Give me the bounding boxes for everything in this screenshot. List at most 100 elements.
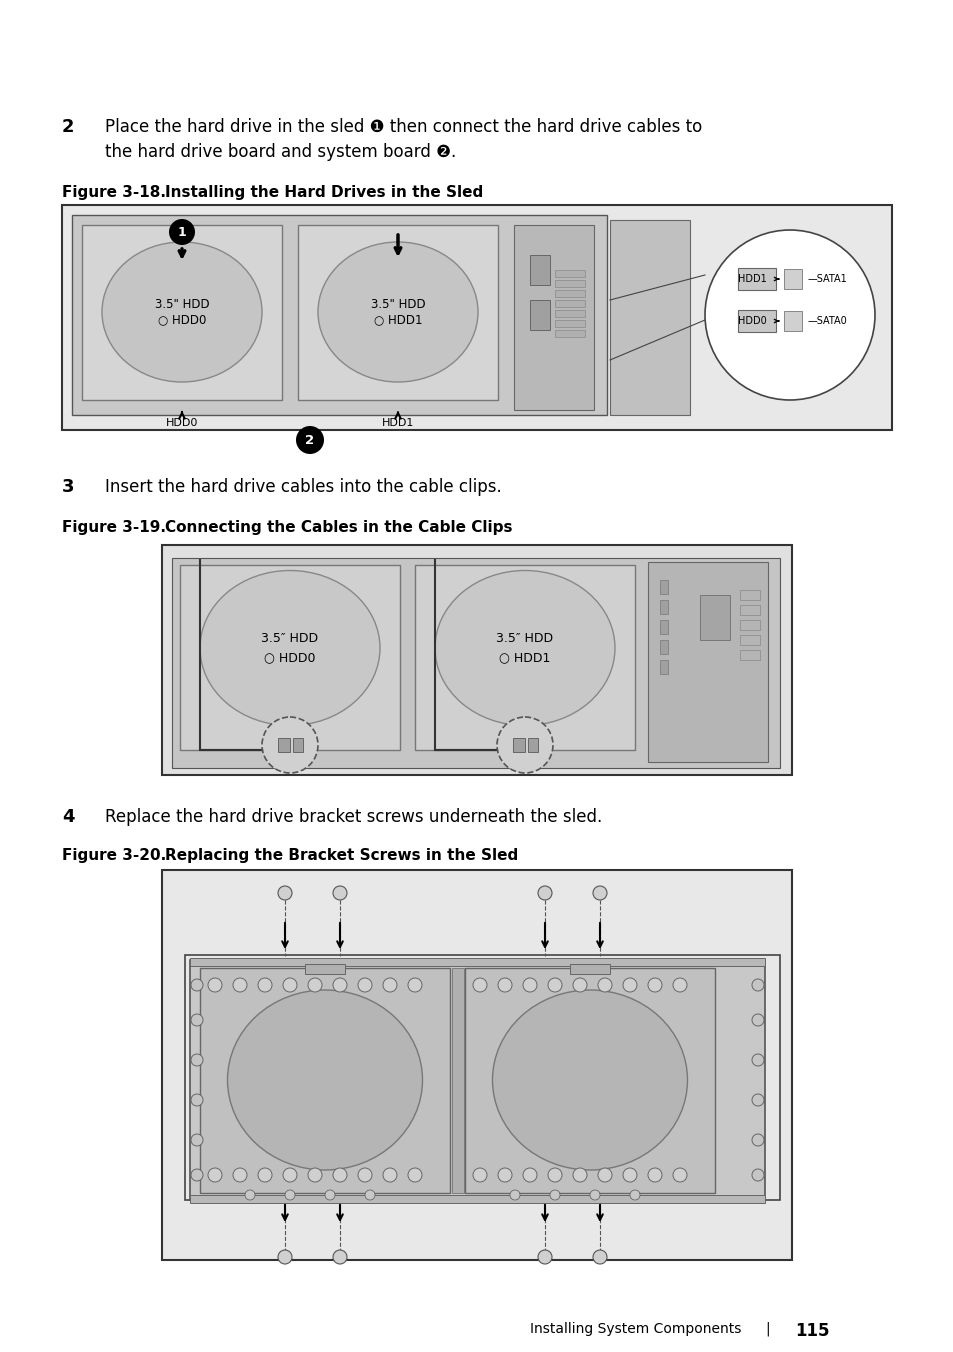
Bar — [200, 968, 450, 1192]
Circle shape — [191, 1055, 203, 1065]
Bar — [277, 738, 290, 752]
Circle shape — [277, 886, 292, 900]
Bar — [513, 738, 524, 752]
Text: |: | — [765, 1322, 769, 1337]
Text: 4: 4 — [62, 808, 74, 826]
Circle shape — [537, 1251, 552, 1264]
Circle shape — [333, 1251, 347, 1264]
Text: Figure 3-19.: Figure 3-19. — [62, 521, 166, 535]
Bar — [659, 600, 667, 614]
Circle shape — [208, 1168, 222, 1182]
Bar — [783, 311, 801, 331]
Bar — [555, 310, 584, 316]
Circle shape — [365, 1190, 375, 1201]
Bar — [527, 738, 537, 752]
Text: Figure 3-18.: Figure 3-18. — [62, 185, 166, 200]
Text: Connecting the Cables in the Cable Clips: Connecting the Cables in the Cable Clips — [165, 521, 512, 535]
Circle shape — [357, 977, 372, 992]
Bar — [190, 1195, 764, 1203]
Circle shape — [382, 1168, 396, 1182]
Circle shape — [589, 1190, 599, 1201]
Text: Insert the hard drive cables into the cable clips.: Insert the hard drive cables into the ca… — [105, 479, 501, 496]
Bar — [452, 968, 463, 1192]
Text: —SATA1: —SATA1 — [807, 274, 847, 284]
Circle shape — [522, 1168, 537, 1182]
Circle shape — [408, 977, 421, 992]
Bar — [740, 604, 760, 615]
Circle shape — [357, 1168, 372, 1182]
Circle shape — [308, 1168, 322, 1182]
Ellipse shape — [317, 242, 477, 383]
Circle shape — [191, 1094, 203, 1106]
Circle shape — [751, 1094, 763, 1106]
Circle shape — [308, 977, 322, 992]
Text: HDD0: HDD0 — [738, 316, 766, 326]
Bar — [659, 621, 667, 634]
Bar — [62, 206, 891, 430]
Bar — [700, 595, 729, 639]
Bar — [609, 220, 689, 415]
Text: 3.5″ HDD: 3.5″ HDD — [261, 631, 318, 645]
Text: Installing the Hard Drives in the Sled: Installing the Hard Drives in the Sled — [165, 185, 483, 200]
Bar — [647, 562, 767, 763]
Circle shape — [622, 977, 637, 992]
Text: ○ HDD1: ○ HDD1 — [374, 314, 422, 326]
Circle shape — [497, 717, 553, 773]
Text: 2: 2 — [305, 434, 314, 446]
Bar — [555, 300, 584, 307]
Bar — [415, 565, 635, 750]
Circle shape — [473, 1168, 486, 1182]
Circle shape — [547, 1168, 561, 1182]
Circle shape — [622, 1168, 637, 1182]
Text: HDD1: HDD1 — [381, 418, 414, 429]
Circle shape — [537, 886, 552, 900]
Bar — [738, 310, 775, 333]
Circle shape — [704, 230, 874, 400]
Text: the hard drive board and system board ❷.: the hard drive board and system board ❷. — [105, 143, 456, 161]
Ellipse shape — [200, 571, 379, 726]
Bar — [82, 224, 282, 400]
Text: Replace the hard drive bracket screws underneath the sled.: Replace the hard drive bracket screws un… — [105, 808, 601, 826]
Bar — [530, 256, 550, 285]
Text: ○ HDD1: ○ HDD1 — [498, 652, 550, 664]
Bar — [783, 269, 801, 289]
Circle shape — [672, 977, 686, 992]
Bar — [162, 545, 791, 775]
Text: Figure 3-20.: Figure 3-20. — [62, 848, 166, 863]
Bar — [555, 270, 584, 277]
Bar — [530, 300, 550, 330]
Circle shape — [547, 977, 561, 992]
Circle shape — [245, 1190, 254, 1201]
Circle shape — [191, 1134, 203, 1146]
Text: ○ HDD0: ○ HDD0 — [157, 314, 206, 326]
Circle shape — [325, 1190, 335, 1201]
Bar — [190, 960, 764, 1201]
Circle shape — [262, 717, 317, 773]
Circle shape — [191, 1014, 203, 1026]
Bar — [180, 565, 399, 750]
Bar — [297, 224, 497, 400]
Circle shape — [598, 977, 612, 992]
Circle shape — [333, 977, 347, 992]
Circle shape — [382, 977, 396, 992]
Circle shape — [593, 886, 606, 900]
Circle shape — [550, 1190, 559, 1201]
Circle shape — [510, 1190, 519, 1201]
Text: 2: 2 — [62, 118, 74, 137]
Circle shape — [333, 886, 347, 900]
Bar — [569, 964, 609, 973]
Circle shape — [647, 977, 661, 992]
Bar — [185, 955, 780, 1201]
Text: 3.5" HDD: 3.5" HDD — [371, 299, 425, 311]
Circle shape — [672, 1168, 686, 1182]
Circle shape — [191, 1169, 203, 1182]
Circle shape — [333, 1168, 347, 1182]
Text: 115: 115 — [794, 1322, 828, 1340]
Bar — [555, 320, 584, 327]
Bar — [555, 280, 584, 287]
Ellipse shape — [492, 990, 687, 1169]
Ellipse shape — [102, 242, 262, 383]
Bar — [464, 968, 714, 1192]
Circle shape — [277, 1251, 292, 1264]
Bar — [740, 621, 760, 630]
